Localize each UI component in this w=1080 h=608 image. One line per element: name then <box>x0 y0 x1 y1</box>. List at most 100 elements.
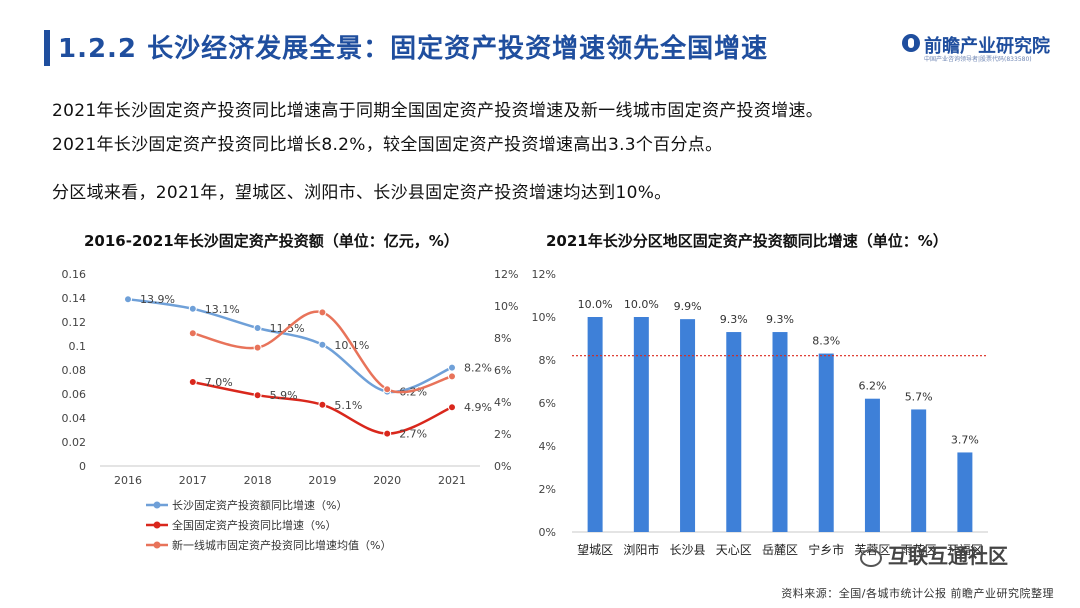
series-national-data-label: 7.0% <box>205 376 233 389</box>
series-new-tier1-point <box>188 329 197 338</box>
bar-data-label: 9.3% <box>720 313 748 326</box>
y-tick-label: 0% <box>539 526 556 539</box>
bar <box>633 317 649 532</box>
series-changsha-point <box>253 324 262 332</box>
y-tick-label: 10% <box>532 311 556 324</box>
y-tick-label: 4% <box>539 440 556 453</box>
title-accent-bar <box>44 30 50 66</box>
x-tick-label: 2017 <box>179 474 207 487</box>
bar-data-label: 9.9% <box>674 300 702 313</box>
summary-paragraph-1: 2021年长沙固定资产投资同比增速高于同期全国固定资产投资增速及新一线城市固定资… <box>52 101 824 121</box>
series-new-tier1-point <box>448 372 456 381</box>
y-right-tick-label: 8% <box>494 332 511 345</box>
series-changsha-data-label: 13.9% <box>140 293 175 306</box>
brand-logo-text: 前瞻产业研究院 <box>924 36 1050 57</box>
y-tick-label: 8% <box>539 354 556 367</box>
x-tick-label: 2021 <box>438 474 466 487</box>
brand-logo: 前瞻产业研究院 中国产业咨询领导者|股票代码(833580) <box>902 32 1052 66</box>
series-national-data-label: 2.7% <box>399 428 427 441</box>
series-national-point <box>253 391 262 400</box>
series-new-tier1-point <box>253 343 262 352</box>
x-tick-label: 2019 <box>308 474 336 487</box>
y-left-tick-label: 0.12 <box>62 316 87 329</box>
series-national-data-label: 5.1% <box>334 399 362 412</box>
bar-data-label: 3.7% <box>951 433 979 446</box>
series-changsha-point <box>318 340 327 349</box>
bar <box>818 353 834 532</box>
bar <box>957 452 973 532</box>
series-national-point <box>383 429 392 438</box>
watermark: 互联互通社区 <box>860 540 1008 569</box>
bar-data-label: 8.3% <box>812 335 840 348</box>
bar-data-label: 5.7% <box>905 390 933 403</box>
y-right-tick-label: 0% <box>494 460 511 473</box>
series-national-data-label: 5.9% <box>270 389 298 402</box>
source-note: 资料来源：全国/各城市统计公报 前瞻产业研究院整理 <box>781 587 1054 600</box>
legend-label: 长沙固定资产投资额同比增速（%） <box>172 498 347 512</box>
series-new-tier1-point <box>383 385 392 394</box>
y-tick-label: 2% <box>539 483 556 496</box>
y-left-tick-label: 0.02 <box>62 436 87 449</box>
brand-logo-subtext: 中国产业咨询领导者|股票代码(833580) <box>924 56 1032 63</box>
brand-logo-icon <box>902 34 920 52</box>
y-left-tick-label: 0 <box>79 460 86 473</box>
bar-category-label: 天心区 <box>716 543 752 557</box>
x-tick-label: 2020 <box>373 474 401 487</box>
bar <box>911 409 927 532</box>
summary-paragraph-2: 2021年长沙固定资产投资同比增长8.2%，较全国固定资产投资增速高出3.3个百… <box>52 135 723 155</box>
legend-label: 全国固定资产投资同比增速（%） <box>172 518 336 532</box>
y-right-tick-label: 2% <box>494 428 511 441</box>
bar-category-label: 望城区 <box>577 543 613 557</box>
series-national-point <box>448 403 456 412</box>
bar-category-label: 雨花区 <box>901 542 937 557</box>
legend-swatch-point <box>153 521 161 529</box>
series-new-tier1-point <box>318 308 327 317</box>
bar-chart: 12% 10% 8% 6% 4% 2% 0% 10.0% 望城区 10.0% 浏阳市 9.9% 长沙县 9… <box>532 268 988 557</box>
bar-category-label: 开福区 <box>947 542 983 557</box>
chat-bubble-icon <box>860 548 882 567</box>
series-changsha-point <box>188 304 197 313</box>
summary-paragraph-3: 分区域来看，2021年，望城区、浏阳市、长沙县固定资产投资增速均达到10%。 <box>52 183 672 203</box>
y-tick-label: 12% <box>532 268 556 281</box>
series-changsha-data-label: 13.1% <box>205 303 240 316</box>
y-left-tick-label: 0.08 <box>62 364 87 377</box>
bar-category-label: 宁乡市 <box>808 542 844 557</box>
bar-data-label: 10.0% <box>624 298 659 311</box>
bar <box>587 317 603 532</box>
line-chart-title: 2016-2021年长沙固定资产投资额（单位：亿元，%） <box>84 232 459 250</box>
y-left-tick-label: 0.1 <box>69 340 87 353</box>
bar <box>680 319 696 532</box>
x-tick-label: 2016 <box>114 474 142 487</box>
bar-data-label: 6.2% <box>858 380 886 393</box>
x-tick-label: 2018 <box>244 474 272 487</box>
series-national-point <box>318 400 327 409</box>
bar-data-label: 9.3% <box>766 313 794 326</box>
series-national-data-label: 4.9% <box>464 401 492 414</box>
legend-swatch-point <box>153 501 161 509</box>
bar-data-label: 10.0% <box>578 298 613 311</box>
watermark-text: 互联互通社区 <box>888 544 1008 568</box>
y-left-tick-label: 0.06 <box>62 388 87 401</box>
y-right-tick-label: 10% <box>494 300 518 313</box>
line-chart: 0.16 0.14 0.12 0.1 0.08 0.06 0.04 0.02 0 12% 10% 8%… <box>62 268 519 552</box>
bar <box>864 398 880 532</box>
y-left-tick-label: 0.16 <box>62 268 87 281</box>
legend-swatch-point <box>153 541 161 549</box>
bar-chart-title: 2021年长沙分区地区固定资产投资额同比增速（单位：%） <box>546 232 948 250</box>
y-right-tick-label: 12% <box>494 268 518 281</box>
series-changsha-point <box>448 363 456 372</box>
legend-label: 新一线城市固定资产投资同比增速均值（%） <box>172 538 391 552</box>
y-right-tick-label: 6% <box>494 364 511 377</box>
bar-category-label: 岳麓区 <box>762 543 798 557</box>
y-left-tick-label: 0.04 <box>62 412 87 425</box>
bar <box>772 332 788 532</box>
series-changsha-point <box>124 295 132 304</box>
series-changsha-data-label: 8.2% <box>464 362 492 375</box>
bar-category-label: 浏阳市 <box>623 542 659 557</box>
y-tick-label: 6% <box>539 397 556 410</box>
bar-category-label: 长沙县 <box>670 543 706 557</box>
y-left-tick-label: 0.14 <box>62 292 87 305</box>
y-right-tick-label: 4% <box>494 396 511 409</box>
bar <box>726 332 742 532</box>
page-title: 1.2.2 长沙经济发展全景：固定资产投资增速领先全国增速 <box>58 34 769 64</box>
